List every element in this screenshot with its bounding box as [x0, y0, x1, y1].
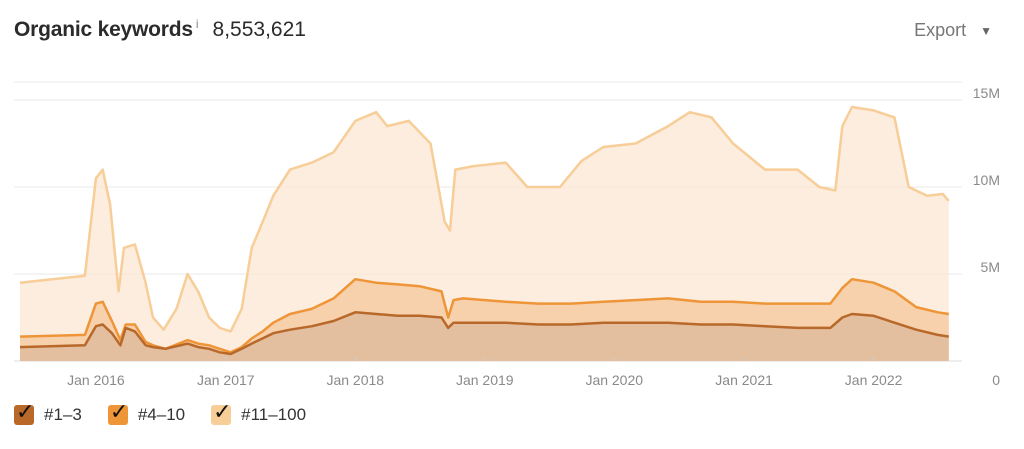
total-keywords-count: 8,553,621	[212, 18, 306, 41]
y-tick-label: 15M	[973, 85, 1000, 101]
y-tick-label: 10M	[973, 172, 1000, 188]
legend-label-top3: #1–3	[44, 405, 82, 424]
info-icon[interactable]: i	[195, 17, 199, 31]
y-tick-label: 0	[992, 372, 1000, 388]
caret-down-icon: ▼	[980, 23, 992, 38]
checkbox-top3[interactable]: ✓	[14, 399, 34, 425]
export-label: Export	[914, 20, 967, 40]
line-top10	[19, 277, 949, 354]
x-tick-label: Jan 2019	[456, 372, 514, 388]
checkmark-icon: ✓	[109, 399, 129, 424]
legend-item-top100[interactable]: ✓ #11–100	[211, 399, 307, 425]
x-tick-label: Jan 2021	[715, 372, 773, 388]
line-top3	[19, 311, 949, 356]
legend-label-top10: #4–10	[137, 405, 186, 424]
legend-label-top100: #11–100	[241, 405, 307, 424]
area-top3	[20, 312, 949, 361]
x-tick-label: Jan 2016	[67, 372, 125, 388]
checkmark-icon: ✓	[213, 399, 232, 424]
export-button[interactable]: Export ▼	[914, 20, 992, 41]
legend: ✓ #1–3 ✓ #4–10 ✓ #11–100	[14, 399, 332, 425]
legend-item-top10[interactable]: ✓ #4–10	[107, 399, 186, 425]
line-top100	[19, 105, 950, 333]
chart-title: Organic keywords	[14, 18, 193, 41]
x-tick-label: Jan 2022	[845, 372, 903, 388]
legend-item-top3[interactable]: ✓ #1–3	[14, 399, 82, 425]
chart-header: Organic keywords i 8,553,621	[14, 17, 306, 48]
x-tick-label: Jan 2020	[585, 372, 643, 388]
y-tick-label: 5M	[981, 259, 1000, 275]
checkbox-top10[interactable]: ✓	[107, 399, 128, 425]
x-tick-label: Jan 2017	[197, 372, 255, 388]
checkbox-top100[interactable]: ✓	[211, 399, 232, 425]
checkmark-icon: ✓	[16, 399, 35, 424]
area-top100	[20, 107, 949, 361]
x-tick-label: Jan 2018	[326, 372, 384, 388]
